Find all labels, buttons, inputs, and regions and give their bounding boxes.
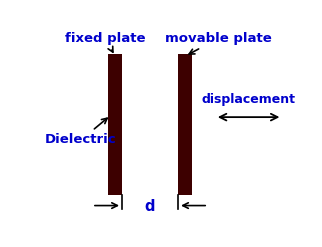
Text: movable plate: movable plate [165, 32, 272, 54]
Text: displacement: displacement [202, 93, 296, 106]
Bar [178, 54, 192, 195]
Text: fixed plate: fixed plate [65, 32, 146, 52]
Bar [108, 54, 122, 195]
Text: Dielectric: Dielectric [45, 118, 117, 146]
Text: d: d [145, 199, 155, 214]
